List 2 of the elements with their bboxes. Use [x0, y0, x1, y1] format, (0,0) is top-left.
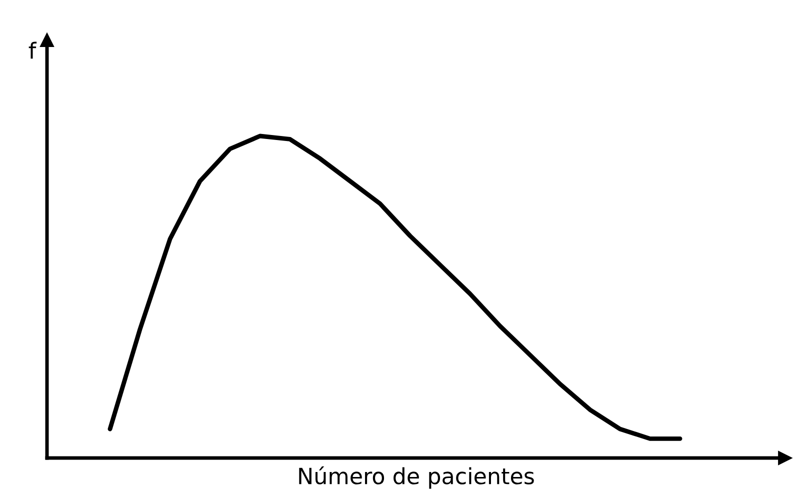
x-axis-title: Número de pacientes	[299, 466, 534, 489]
y-axis-title: f	[28, 42, 37, 59]
